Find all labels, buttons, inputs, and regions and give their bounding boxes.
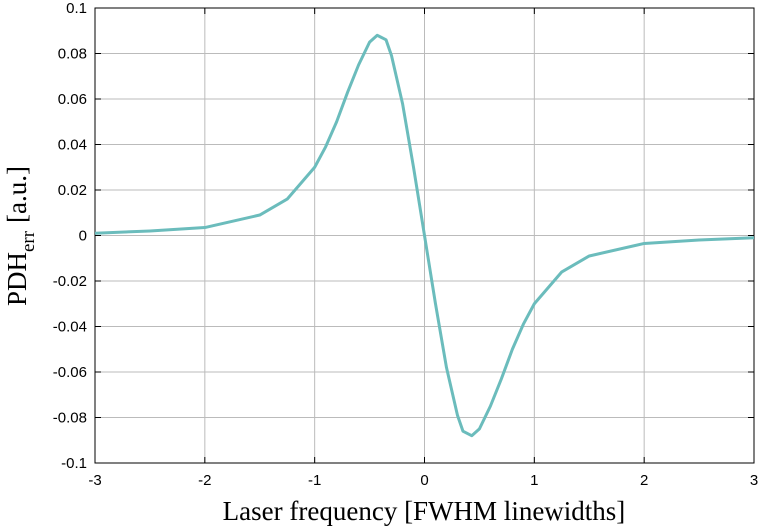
- y-tick-label: -0.08: [53, 410, 87, 427]
- y-tick-label: 0.02: [58, 182, 87, 199]
- x-tick-label: 3: [750, 472, 758, 489]
- x-tick-label: -1: [308, 472, 321, 489]
- y-axis-label: PDHerr [a.u.]: [2, 166, 39, 306]
- x-tick-label: -2: [198, 472, 211, 489]
- y-tick-label: 0.04: [58, 137, 87, 154]
- y-tick-label: 0.06: [58, 91, 87, 108]
- y-tick-label: -0.1: [61, 455, 87, 472]
- x-tick-label: 0: [420, 472, 428, 489]
- y-tick-label: -0.06: [53, 364, 87, 381]
- y-label-subscript: err: [18, 230, 39, 252]
- x-axis-label: Laser frequency [FWHM linewidths]: [223, 496, 626, 526]
- x-tick-label: 2: [640, 472, 648, 489]
- plot-frame: [94, 7, 755, 464]
- x-tick-label: -3: [88, 472, 101, 489]
- y-tick-label: -0.04: [53, 319, 87, 336]
- y-label-unit: [a.u.]: [2, 166, 32, 223]
- y-tick-label: 0.08: [58, 46, 87, 63]
- y-tick-label: 0: [79, 228, 87, 245]
- line-series: [94, 33, 755, 438]
- y-label-main: PDH: [2, 252, 32, 306]
- x-tick-label: 1: [530, 472, 538, 489]
- y-tick-label: 0.1: [66, 0, 87, 17]
- y-tick-label: -0.02: [53, 273, 87, 290]
